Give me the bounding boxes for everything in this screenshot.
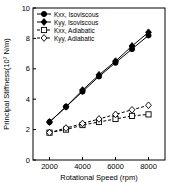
- point: [129, 106, 135, 113]
- point: [80, 87, 86, 94]
- chart: 0 2 4 6 8 10 2000 4000 6000 8000Rotational Speed …: [0, 0, 180, 183]
- x-tick: [82, 157, 83, 160]
- x-axis-title: Rotational Speed (rpm): [60, 173, 138, 182]
- y-tick-label: 10: [22, 4, 30, 13]
- series-line: [50, 32, 149, 122]
- legend-marker: [41, 27, 46, 32]
- point: [47, 119, 52, 124]
- series-line: [50, 105, 149, 132]
- y-tick-label: 8: [26, 34, 30, 43]
- point: [113, 58, 119, 65]
- point: [146, 112, 151, 117]
- point: [80, 120, 86, 127]
- x-tick-label: 4000: [74, 162, 91, 171]
- legend-label: Kxx, Adiabatic: [54, 27, 96, 34]
- x-tick-label: 8000: [140, 162, 157, 171]
- x-tick: [148, 157, 149, 160]
- y-tick-label: 2: [26, 125, 30, 134]
- point: [63, 103, 69, 110]
- x-tick: [49, 157, 50, 160]
- y-tick: [33, 8, 36, 9]
- point: [129, 113, 134, 118]
- y-tick-label: 6: [26, 64, 30, 73]
- point: [146, 102, 152, 109]
- point: [146, 29, 152, 36]
- point: [47, 119, 53, 126]
- legend-label: Kxx, Isoviscous: [54, 11, 100, 18]
- x-tick: [115, 157, 116, 160]
- plot-area: [47, 29, 152, 136]
- x-tick-label: 6000: [107, 162, 124, 171]
- y-tick: [33, 68, 36, 69]
- legend-marker: [41, 35, 47, 42]
- legend-marker: [41, 11, 46, 16]
- plot-frame: [33, 8, 165, 160]
- y-tick-label: 0: [26, 156, 30, 165]
- y-tick-label: 4: [26, 95, 30, 104]
- y-tick: [33, 160, 36, 161]
- legend-label: Kyy, Adiabatic: [54, 35, 95, 43]
- point: [47, 130, 52, 135]
- y-tick: [33, 129, 36, 130]
- point: [96, 71, 102, 78]
- y-tick: [33, 99, 36, 100]
- legend-marker: [41, 19, 47, 26]
- legend-label: Kyy, Isoviscous: [54, 19, 99, 27]
- point: [63, 104, 68, 109]
- y-tick: [33, 38, 36, 39]
- point: [129, 43, 135, 50]
- x-tick-label: 2000: [41, 162, 58, 171]
- y-axis-title: Principal Stiffness(10⁷ N/m): [2, 38, 11, 130]
- series-line: [50, 35, 149, 122]
- point: [113, 111, 119, 118]
- point: [63, 125, 69, 132]
- point: [47, 129, 53, 136]
- point: [96, 116, 102, 123]
